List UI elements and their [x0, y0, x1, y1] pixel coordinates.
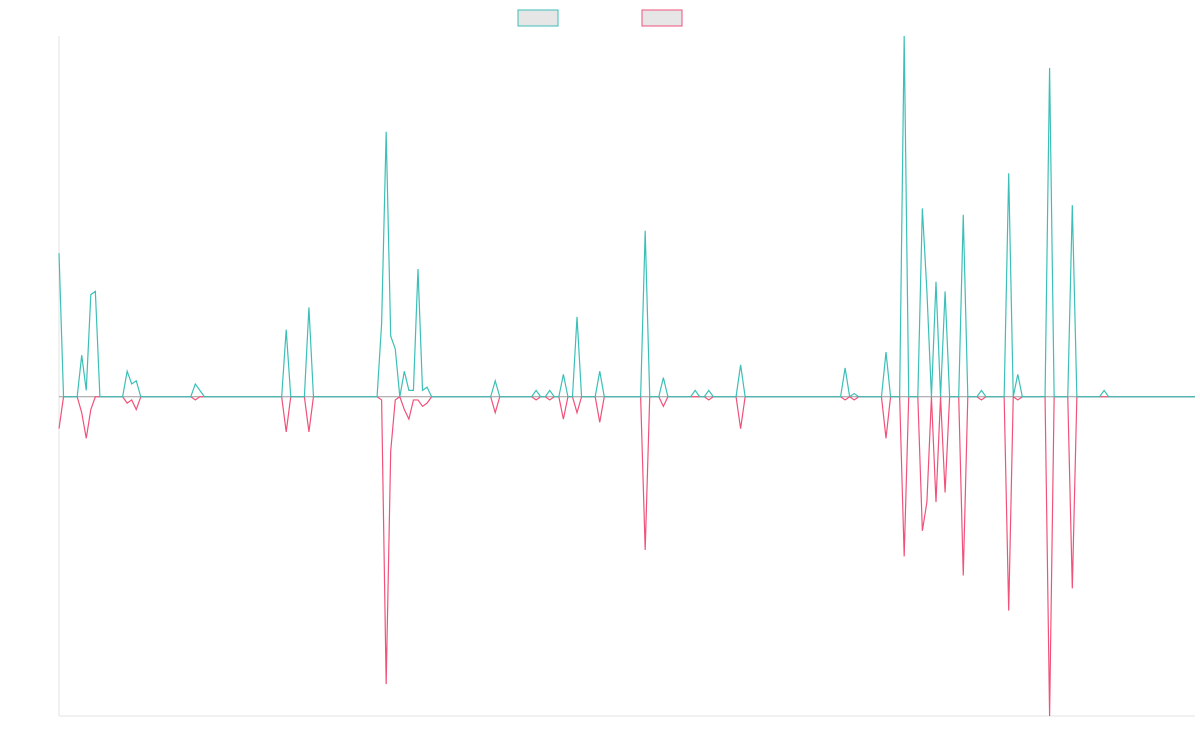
series-line-pink	[58, 395, 1195, 717]
legend-swatch-teal[interactable]	[517, 9, 559, 27]
legend-swatch-pink[interactable]	[641, 9, 683, 27]
series-line-teal	[58, 35, 1195, 398]
series-layer	[58, 35, 1195, 717]
axes	[58, 36, 1195, 717]
legend	[517, 9, 683, 27]
